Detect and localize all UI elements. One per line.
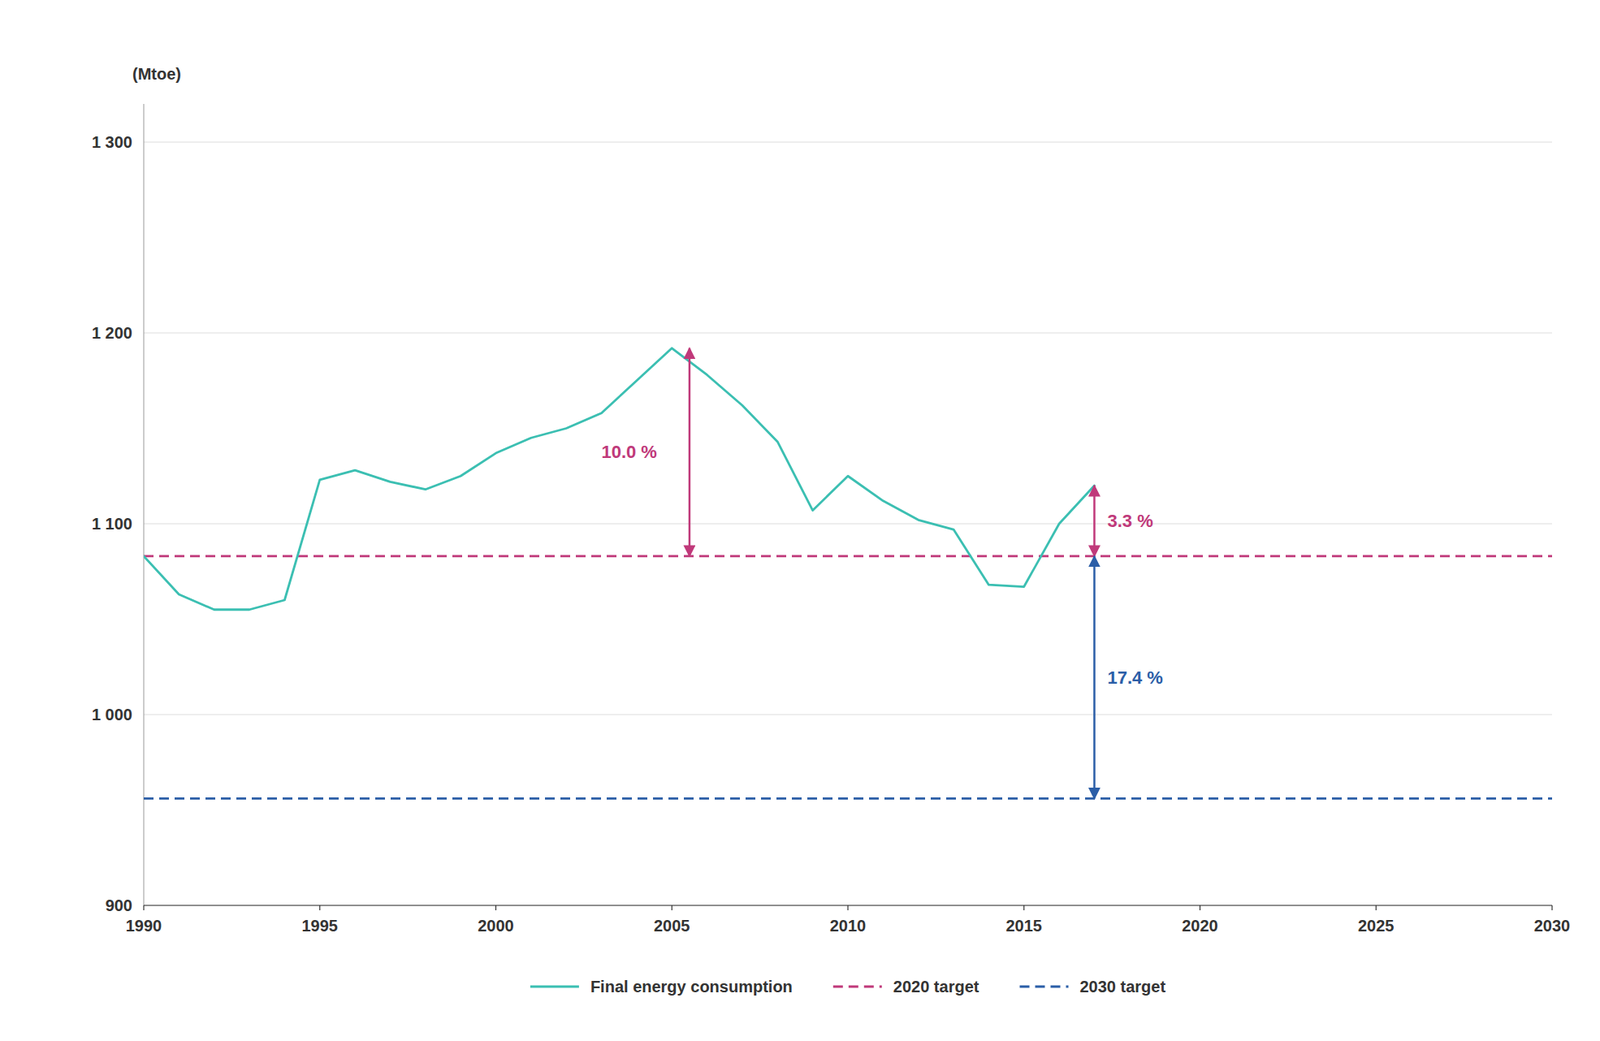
target-line xyxy=(143,555,1553,558)
x-tick xyxy=(671,905,673,911)
legend-label: 2030 target xyxy=(1080,977,1167,996)
x-tick xyxy=(1199,905,1201,911)
grid-line xyxy=(143,523,1553,525)
x-tick xyxy=(495,905,497,911)
x-tick-label: 2000 xyxy=(477,916,515,935)
arrow xyxy=(1093,485,1096,557)
arrow xyxy=(688,348,692,557)
y-tick-labels: 900 1 000 1 100 1 200 1 300 xyxy=(91,133,133,915)
annotation-label: 10.0 % xyxy=(601,441,658,463)
target-line xyxy=(143,797,1553,800)
legend-swatch xyxy=(530,985,580,989)
grid-line xyxy=(143,714,1553,716)
x-axis: 1990 1995 2000 2005 2010 2015 2020 2025 2030 xyxy=(125,905,1571,935)
y-tick-label: 1 300 xyxy=(91,133,133,152)
legend-label: 2020 target xyxy=(893,977,980,996)
y-axis-line xyxy=(143,103,145,906)
legend: Final energy consumption 2020 target 2030 … xyxy=(530,977,1167,996)
y-tick-label: 1 000 xyxy=(91,705,133,724)
x-tick-label: 2015 xyxy=(1006,916,1043,935)
x-tick-label: 2010 xyxy=(830,916,867,935)
legend-item: 2030 target xyxy=(1020,977,1167,996)
grid-line xyxy=(143,142,1553,143)
y-tick-label: 1 100 xyxy=(91,514,133,533)
annotation-label: 3.3 % xyxy=(1107,510,1153,532)
annotation-label: 17.4 % xyxy=(1107,667,1164,688)
plot-area xyxy=(143,348,1553,800)
x-tick xyxy=(319,905,320,911)
legend-swatch xyxy=(1020,985,1069,989)
x-tick xyxy=(1551,905,1553,911)
y-tick-label: 900 xyxy=(105,896,133,915)
x-tick-label: 1995 xyxy=(302,916,339,935)
y-grid xyxy=(143,142,1553,906)
x-tick-label: 2030 xyxy=(1534,916,1571,935)
x-tick-label: 2025 xyxy=(1357,916,1395,935)
x-tick xyxy=(1375,905,1377,911)
x-tick-label: 2005 xyxy=(653,916,691,935)
legend-item: Final energy consumption xyxy=(530,977,793,996)
x-tick-label: 2020 xyxy=(1181,916,1219,935)
grid-line xyxy=(143,332,1553,334)
x-tick-label: 1990 xyxy=(125,916,163,935)
x-tick xyxy=(847,905,848,911)
legend-item: 2020 target xyxy=(833,977,980,996)
x-tick xyxy=(1023,905,1025,911)
y-axis-label: (Mtoe) xyxy=(132,64,182,83)
arrow xyxy=(1093,556,1096,799)
consumption-line xyxy=(143,348,1095,610)
legend-swatch xyxy=(833,985,883,989)
legend-label: Final energy consumption xyxy=(590,977,793,996)
x-tick xyxy=(142,905,144,911)
chart: 900 1 000 1 100 1 200 1 300 1990 1995 2000 2005 2… xyxy=(0,0,1600,1041)
annotations: 10.0 % 3.3 % 17.4 % xyxy=(601,441,1164,688)
y-tick-label: 1 200 xyxy=(91,324,133,342)
